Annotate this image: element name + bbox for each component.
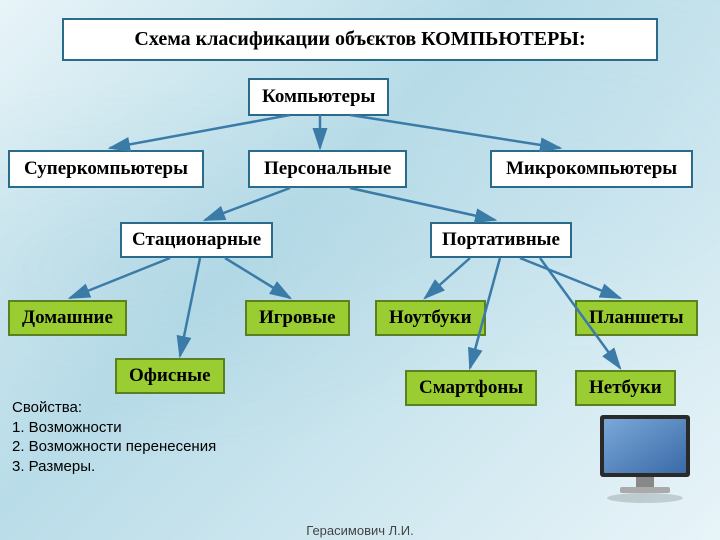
leaf-gaming: Игровые <box>245 300 350 336</box>
leaf-home: Домашние <box>8 300 127 336</box>
node-personal: Персональные <box>248 150 407 188</box>
node-stationary: Стационарные <box>120 222 273 258</box>
leaf-tablet: Планшеты <box>575 300 698 336</box>
node-microcomputers: Микрокомпьютеры <box>490 150 693 188</box>
properties-line-1: 1. Возможности <box>12 418 216 438</box>
leaf-notebook: Ноутбуки <box>375 300 486 336</box>
properties-line-2: 2. Возможности перенесения <box>12 437 216 457</box>
leaf-office: Офисные <box>115 358 225 394</box>
node-root: Компьютеры <box>248 78 389 116</box>
computer-monitor-image <box>592 410 702 510</box>
diagram-title: Схема класификации объєктов КОМПЬЮТЕРЫ: <box>62 18 658 61</box>
leaf-smartphone: Смартфоны <box>405 370 537 406</box>
node-portable: Портативные <box>430 222 572 258</box>
properties-heading: Свойства: <box>12 398 216 418</box>
credit-text: Герасимович Л.И. <box>306 523 413 538</box>
properties-block: Свойства: 1. Возможности 2. Возможности … <box>12 398 216 476</box>
node-supercomputers: Суперкомпьютеры <box>8 150 204 188</box>
leaf-netbook: Нетбуки <box>575 370 676 406</box>
properties-line-3: 3. Размеры. <box>12 457 216 477</box>
